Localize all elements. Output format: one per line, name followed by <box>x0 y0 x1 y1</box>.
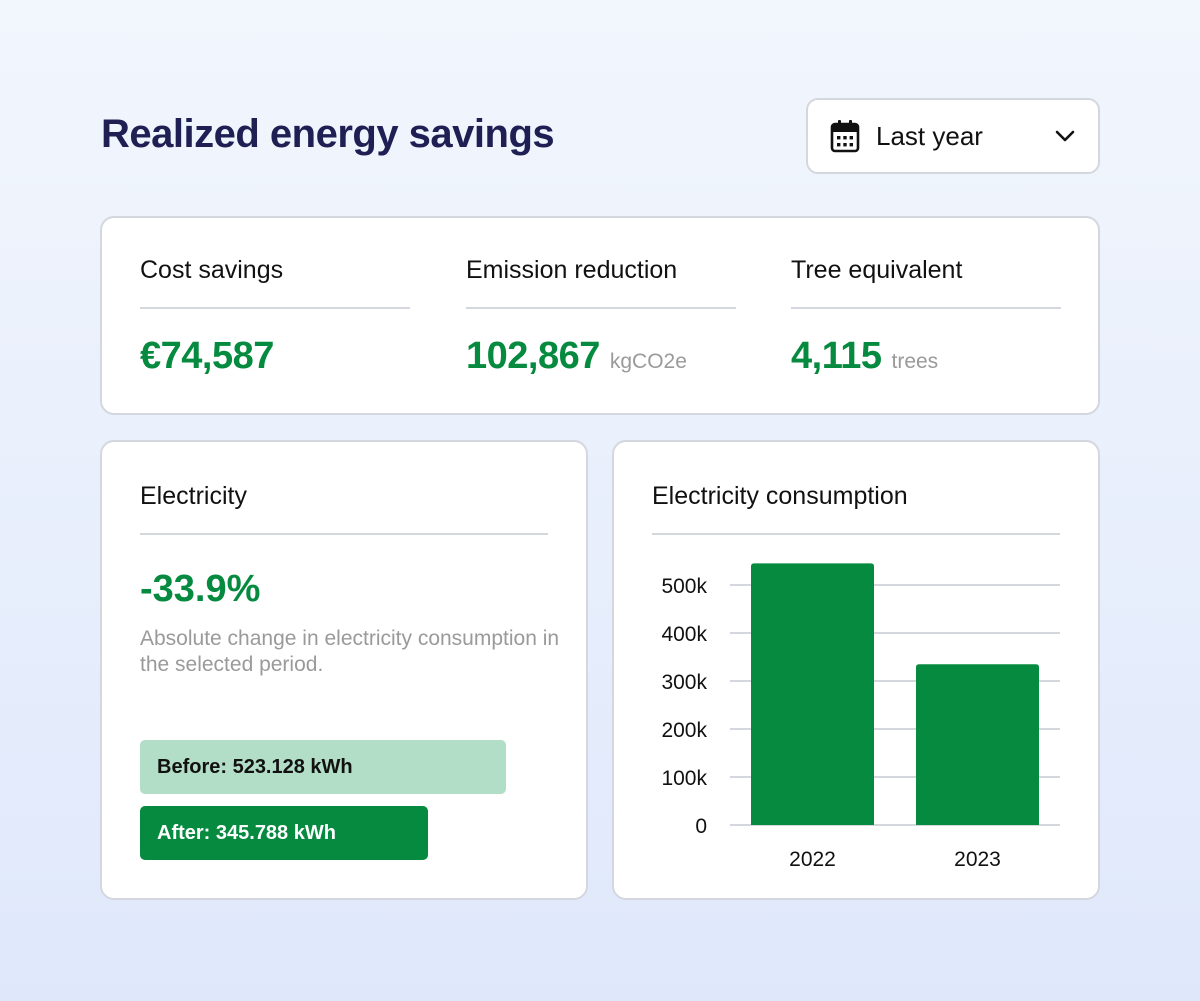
consumption-chart: 0 100k 200k 300k 400k 500k 2022 2023 <box>661 563 1060 871</box>
kpi-label: Cost savings <box>140 256 410 309</box>
kpi-unit: trees <box>891 350 939 373</box>
period-dropdown[interactable]: Last year <box>806 98 1100 174</box>
y-tick-label: 200k <box>661 719 707 742</box>
calendar-icon <box>830 119 860 153</box>
page-title: Realized energy savings <box>101 112 555 156</box>
after-bar: After: 345.788 kWh <box>140 806 428 860</box>
bar <box>751 563 874 825</box>
kpi-label: Tree equivalent <box>791 256 1061 309</box>
electricity-change: -33.9% <box>140 568 261 610</box>
bar <box>916 664 1039 825</box>
kpi-tree-equivalent: Tree equivalent 4,115 trees <box>791 256 1061 378</box>
kpi-value: 102,867 <box>466 335 600 377</box>
electricity-card: Electricity -33.9% Absolute change in el… <box>100 440 588 900</box>
x-tick-label: 2022 <box>789 848 836 871</box>
y-tick-label: 100k <box>661 767 707 790</box>
period-label: Last year <box>876 120 983 151</box>
kpi-unit: kgCO2e <box>609 350 687 373</box>
chart-title: Electricity consumption <box>652 482 1060 535</box>
chevron-down-icon <box>1054 125 1076 147</box>
electricity-title: Electricity <box>140 482 548 535</box>
kpi-value: 4,115 <box>791 335 882 377</box>
y-tick-label: 400k <box>661 623 707 646</box>
x-tick-label: 2023 <box>954 848 1001 871</box>
consumption-chart-card: Electricity consumption 0 100k 200k 300k 400… <box>612 440 1100 900</box>
kpi-value: €74,587 <box>140 335 274 377</box>
before-bar: Before: 523.128 kWh <box>140 740 506 794</box>
electricity-description: Absolute change in electricity consumpti… <box>140 627 560 676</box>
y-tick-label: 300k <box>661 671 707 694</box>
kpi-emission-reduction: Emission reduction 102,867 kgCO2e <box>466 256 736 378</box>
kpi-cost-savings: Cost savings €74,587 <box>140 256 410 378</box>
kpi-label: Emission reduction <box>466 256 736 309</box>
y-tick-label: 0 <box>695 815 707 838</box>
y-tick-label: 500k <box>661 575 707 598</box>
kpi-card: Cost savings €74,587 Emission reduction … <box>100 216 1100 415</box>
